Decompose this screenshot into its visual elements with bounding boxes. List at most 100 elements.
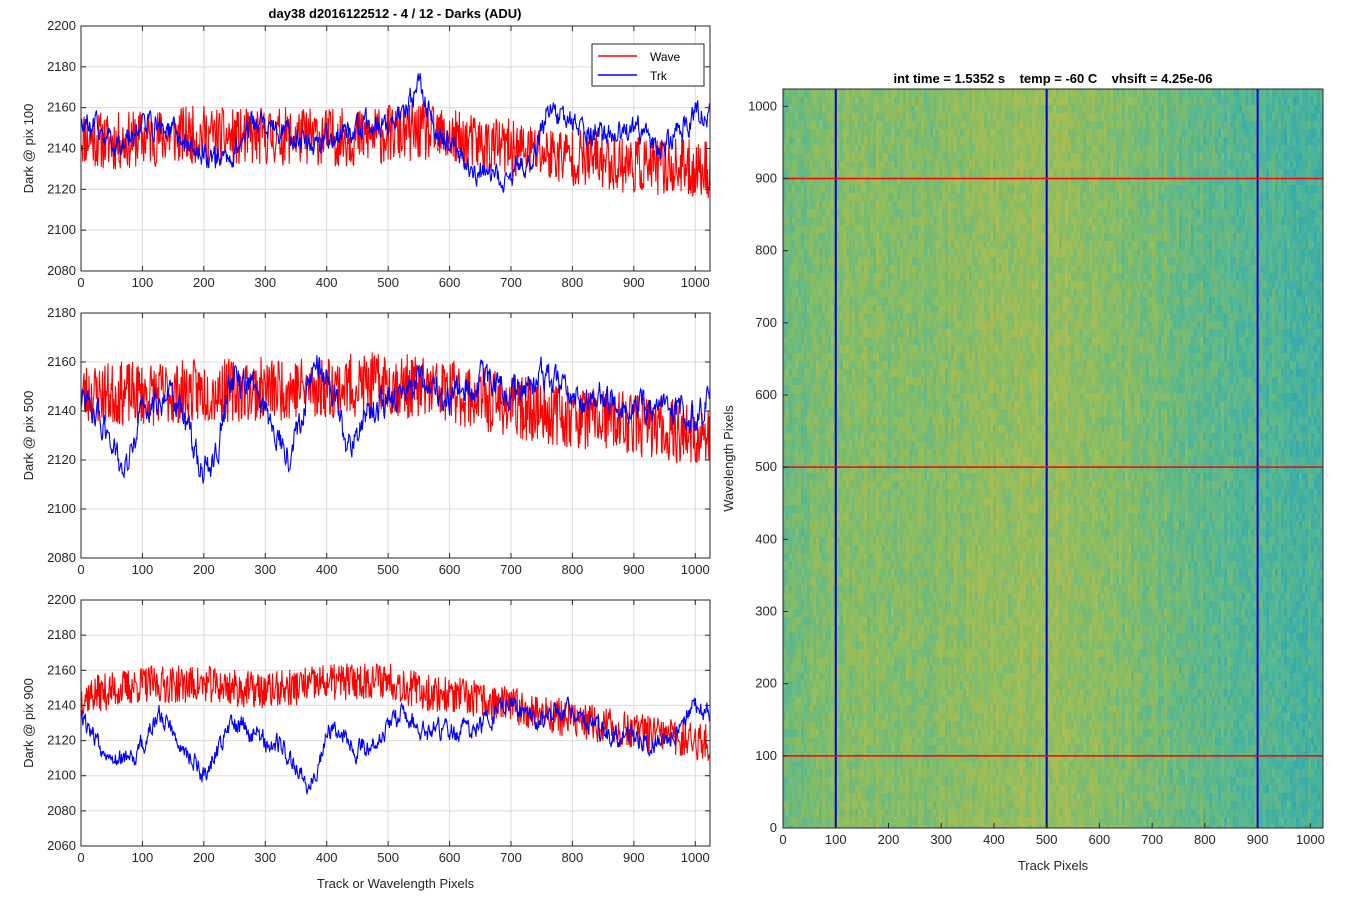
heatmap-cell <box>879 545 883 554</box>
heatmap-cell <box>903 753 907 762</box>
heatmap-cell <box>831 449 835 458</box>
heatmap-cell <box>873 121 877 130</box>
heatmap-cell <box>807 177 811 186</box>
heatmap-cell <box>795 449 799 458</box>
heatmap-cell <box>810 729 814 738</box>
heatmap-cell <box>807 569 811 578</box>
heatmap-cell <box>846 737 850 746</box>
heatmap-cell <box>867 105 871 114</box>
heatmap-cell <box>837 793 841 802</box>
heatmap-cell <box>789 169 793 178</box>
heatmap-cell <box>810 313 814 322</box>
heatmap-cell <box>843 305 847 314</box>
heatmap-cell <box>894 129 898 138</box>
heatmap-cell <box>861 729 865 738</box>
heatmap-cell <box>816 113 820 122</box>
heatmap-cell <box>804 313 808 322</box>
heatmap-cell <box>837 497 841 506</box>
heatmap-cell <box>861 129 865 138</box>
heatmap-cell <box>792 609 796 618</box>
heatmap-cell <box>915 297 919 306</box>
heatmap-cell <box>819 713 823 722</box>
heatmap-cell <box>906 209 910 218</box>
heatmap-cell <box>873 489 877 498</box>
heatmap-cell <box>846 361 850 370</box>
heatmap-cell <box>921 673 925 682</box>
heatmap-cell <box>912 337 916 346</box>
heatmap-cell <box>840 505 844 514</box>
heatmap-cell <box>867 777 871 786</box>
heatmap-cell <box>894 825 898 828</box>
heatmap-cell <box>783 633 787 642</box>
heatmap-cell <box>924 769 928 778</box>
heatmap-cell <box>894 281 898 290</box>
axes-box <box>80 312 711 559</box>
heatmap-cell <box>864 521 868 530</box>
heatmap-cell <box>789 281 793 290</box>
heatmap-cell <box>927 521 931 530</box>
heatmap-cell <box>867 393 871 402</box>
heatmap-cell <box>855 433 859 442</box>
heatmap-cell <box>846 329 850 338</box>
heatmap-cell <box>885 89 889 98</box>
heatmap-cell <box>933 769 937 778</box>
heatmap-cell <box>906 345 910 354</box>
heatmap-cell <box>819 305 823 314</box>
heatmap-cell <box>891 305 895 314</box>
heatmap-cell <box>813 209 817 218</box>
heatmap-cell <box>921 417 925 426</box>
heatmap-cell <box>807 665 811 674</box>
plot-area <box>81 600 710 846</box>
heatmap-cell <box>915 289 919 298</box>
heatmap-cell <box>822 105 826 114</box>
heatmap-cell <box>789 585 793 594</box>
heatmap-cell <box>846 497 850 506</box>
heatmap-cell <box>933 273 937 282</box>
heatmap-cell <box>897 161 901 170</box>
heatmap-cell <box>822 609 826 618</box>
x-tick-label: 200 <box>193 850 215 865</box>
heatmap-cell <box>861 769 865 778</box>
heatmap-cell <box>789 273 793 282</box>
heatmap-cell <box>843 801 847 810</box>
heatmap-cell <box>819 257 823 266</box>
heatmap-cell <box>813 401 817 410</box>
heatmap-cell <box>912 713 916 722</box>
heatmap-cell <box>846 521 850 530</box>
heatmap-cell <box>858 553 862 562</box>
heatmap-cell <box>846 577 850 586</box>
heatmap-cell <box>825 649 829 658</box>
heatmap-cell <box>900 321 904 330</box>
heatmap-cell <box>897 641 901 650</box>
heatmap-cell <box>891 673 895 682</box>
heatmap-cell <box>867 761 871 770</box>
heatmap-cell <box>861 241 865 250</box>
heatmap-cell <box>798 345 802 354</box>
heatmap-cell <box>924 737 928 746</box>
heatmap-cell <box>813 361 817 370</box>
heatmap-cell <box>837 577 841 586</box>
heatmap-cell <box>798 809 802 818</box>
heatmap-cell <box>816 585 820 594</box>
heatmap-cell <box>801 473 805 482</box>
heatmap-cell <box>924 489 928 498</box>
heatmap-cell <box>918 249 922 258</box>
heatmap-cell <box>825 817 829 826</box>
heatmap-cell <box>921 337 925 346</box>
heatmap-cell <box>837 761 841 770</box>
heatmap-cell <box>798 529 802 538</box>
heatmap-cell <box>921 89 925 98</box>
heatmap-cell <box>879 553 883 562</box>
heatmap-cell <box>795 713 799 722</box>
heatmap-cell <box>882 145 886 154</box>
heatmap-cell <box>882 209 886 218</box>
heatmap-cell <box>798 745 802 754</box>
heatmap-cell <box>897 377 901 386</box>
heatmap-cell <box>918 313 922 322</box>
heatmap-cell <box>888 657 892 666</box>
heatmap-cell <box>876 113 880 122</box>
heatmap-cell <box>930 809 934 818</box>
heatmap-cell <box>879 233 883 242</box>
heatmap-cell <box>864 729 868 738</box>
heatmap-cell <box>825 729 829 738</box>
